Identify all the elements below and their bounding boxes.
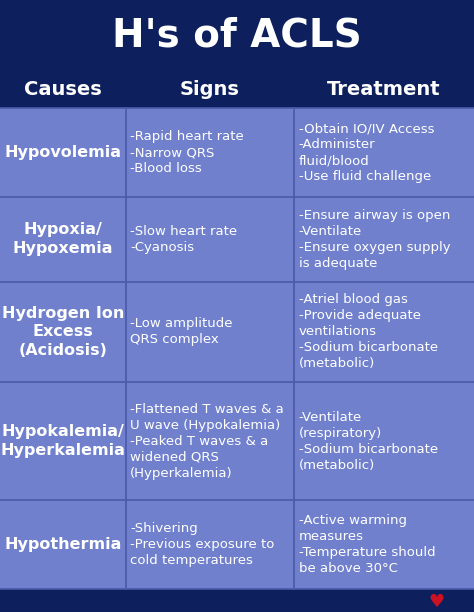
Text: H's of ACLS: H's of ACLS — [112, 16, 362, 54]
Text: ♥: ♥ — [428, 592, 444, 611]
Bar — [0, 108, 474, 197]
Bar — [0, 70, 474, 108]
Text: -Rapid heart rate
-Narrow QRS
-Blood loss: -Rapid heart rate -Narrow QRS -Blood los… — [130, 130, 244, 175]
Bar — [0, 197, 474, 282]
Text: -Atriel blood gas
-Provide adequate
ventilations
-Sodium bicarbonate
(metabolic): -Atriel blood gas -Provide adequate vent… — [299, 293, 438, 370]
Bar — [0, 500, 474, 589]
Text: -Obtain IO/IV Access
-Administer
fluid/blood
-Use fluid challenge: -Obtain IO/IV Access -Administer fluid/b… — [299, 122, 434, 183]
Text: Hypoxia/
Hypoxemia: Hypoxia/ Hypoxemia — [12, 222, 113, 256]
Text: -Slow heart rate
-Cyanosis: -Slow heart rate -Cyanosis — [130, 225, 237, 254]
Bar — [0, 382, 474, 500]
Text: -Ensure airway is open
-Ventilate
-Ensure oxygen supply
is adequate: -Ensure airway is open -Ventilate -Ensur… — [299, 209, 450, 270]
Text: Signs: Signs — [180, 80, 240, 99]
Text: Hydrogen Ion
Excess
(Acidosis): Hydrogen Ion Excess (Acidosis) — [1, 306, 124, 358]
Bar — [0, 282, 474, 382]
Text: Hypovolemia: Hypovolemia — [4, 145, 121, 160]
Text: -Flattened T waves & a
U wave (Hypokalemia)
-Peaked T waves & a
widened QRS
(Hyp: -Flattened T waves & a U wave (Hypokalem… — [130, 403, 284, 480]
Text: -Active warming
measures
-Temperature should
be above 30°C: -Active warming measures -Temperature sh… — [299, 514, 435, 575]
Text: Causes: Causes — [24, 80, 102, 99]
Text: -Shivering
-Previous exposure to
cold temperatures: -Shivering -Previous exposure to cold te… — [130, 522, 275, 567]
Text: Hypothermia: Hypothermia — [4, 537, 121, 552]
Bar — [0, 589, 474, 612]
Text: Hypokalemia/
Hyperkalemia: Hypokalemia/ Hyperkalemia — [0, 424, 125, 458]
Text: -Low amplitude
QRS complex: -Low amplitude QRS complex — [130, 317, 233, 346]
Text: -Ventilate
(respiratory)
-Sodium bicarbonate
(metabolic): -Ventilate (respiratory) -Sodium bicarbo… — [299, 411, 438, 472]
Text: Treatment: Treatment — [327, 80, 441, 99]
Bar — [0, 0, 474, 70]
